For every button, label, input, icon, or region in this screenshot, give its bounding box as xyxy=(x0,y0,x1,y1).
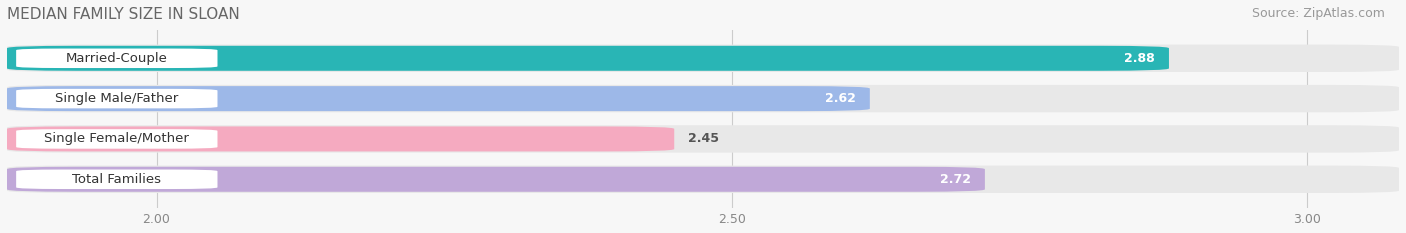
FancyBboxPatch shape xyxy=(7,125,1399,153)
FancyBboxPatch shape xyxy=(7,127,675,151)
FancyBboxPatch shape xyxy=(15,48,218,68)
FancyBboxPatch shape xyxy=(7,46,1168,71)
FancyBboxPatch shape xyxy=(15,129,218,149)
Text: Single Female/Mother: Single Female/Mother xyxy=(45,132,190,145)
FancyBboxPatch shape xyxy=(15,170,218,189)
Text: Married-Couple: Married-Couple xyxy=(66,52,167,65)
FancyBboxPatch shape xyxy=(15,89,218,108)
FancyBboxPatch shape xyxy=(7,167,984,192)
Text: 2.62: 2.62 xyxy=(825,92,856,105)
FancyBboxPatch shape xyxy=(7,86,870,111)
FancyBboxPatch shape xyxy=(7,85,1399,112)
Text: MEDIAN FAMILY SIZE IN SLOAN: MEDIAN FAMILY SIZE IN SLOAN xyxy=(7,7,239,22)
Text: 2.72: 2.72 xyxy=(941,173,972,186)
Text: Total Families: Total Families xyxy=(72,173,162,186)
Text: 2.45: 2.45 xyxy=(688,132,718,145)
Text: 2.88: 2.88 xyxy=(1125,52,1156,65)
Text: Single Male/Father: Single Male/Father xyxy=(55,92,179,105)
FancyBboxPatch shape xyxy=(7,166,1399,193)
Text: Source: ZipAtlas.com: Source: ZipAtlas.com xyxy=(1251,7,1385,20)
FancyBboxPatch shape xyxy=(7,45,1399,72)
